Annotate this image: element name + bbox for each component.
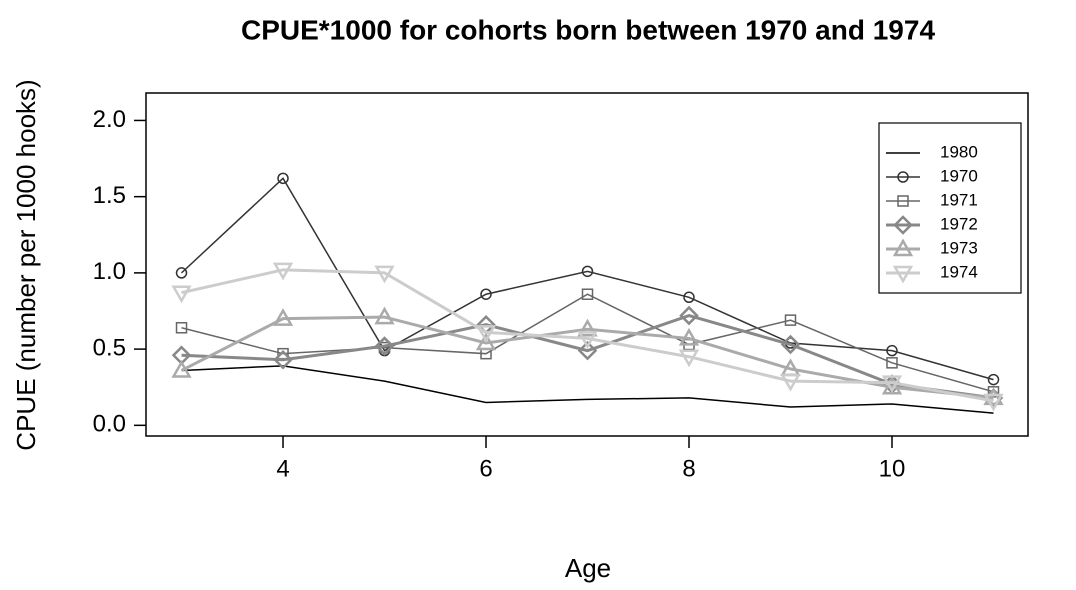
marker bbox=[272, 262, 294, 281]
marker bbox=[983, 387, 1004, 406]
y-tick-label: 1.5 bbox=[93, 182, 126, 209]
marker bbox=[983, 393, 1004, 412]
marker bbox=[780, 373, 801, 392]
plot-frame bbox=[145, 92, 1029, 437]
chart-title: CPUE*1000 for cohorts born between 1970 … bbox=[241, 14, 935, 45]
marker bbox=[175, 267, 188, 279]
legend-marker bbox=[897, 195, 909, 207]
marker bbox=[987, 373, 1000, 386]
legend-box bbox=[878, 122, 1022, 294]
legend-label: 1972 bbox=[940, 214, 978, 233]
marker bbox=[678, 349, 700, 368]
legend-label: 1973 bbox=[940, 238, 978, 257]
series-line bbox=[181, 313, 994, 400]
x-tick-label: 6 bbox=[479, 455, 492, 482]
marker bbox=[374, 265, 395, 284]
marker bbox=[683, 291, 695, 304]
y-tick-label: 1.0 bbox=[93, 258, 126, 285]
marker bbox=[475, 332, 497, 351]
marker bbox=[171, 359, 192, 378]
x-tick-label: 8 bbox=[682, 455, 695, 482]
marker bbox=[679, 305, 699, 326]
legend-marker bbox=[892, 238, 914, 257]
marker bbox=[784, 314, 797, 326]
x-tick-label: 4 bbox=[276, 455, 289, 482]
y-axis-label: CPUE (number per 1000 hooks) bbox=[11, 79, 41, 450]
x-axis-label: Age bbox=[565, 553, 611, 583]
marker bbox=[577, 331, 598, 349]
legend-label: 1980 bbox=[940, 142, 978, 161]
marker bbox=[581, 288, 594, 300]
legend-label: 1970 bbox=[940, 166, 978, 185]
series-line bbox=[181, 293, 994, 393]
legend-marker bbox=[892, 265, 914, 284]
marker bbox=[374, 306, 395, 325]
legend-marker bbox=[897, 171, 909, 183]
marker bbox=[886, 344, 898, 357]
marker bbox=[480, 288, 492, 300]
series-line bbox=[181, 268, 994, 403]
marker bbox=[577, 340, 598, 361]
y-tick-label: 0.5 bbox=[93, 334, 126, 361]
marker bbox=[272, 308, 294, 326]
marker bbox=[678, 327, 700, 346]
legend-marker bbox=[893, 215, 913, 235]
marker bbox=[475, 325, 497, 343]
marker bbox=[886, 357, 898, 369]
marker bbox=[374, 336, 395, 356]
marker bbox=[581, 265, 594, 278]
x-tick-label: 10 bbox=[879, 455, 906, 482]
marker bbox=[171, 285, 192, 304]
marker bbox=[780, 334, 801, 355]
y-tick-label: 0.0 bbox=[93, 411, 126, 438]
series-line bbox=[181, 365, 994, 414]
y-tick-label: 2.0 bbox=[93, 106, 126, 133]
marker bbox=[577, 318, 598, 337]
marker bbox=[277, 172, 289, 185]
marker bbox=[881, 376, 903, 395]
marker bbox=[273, 350, 293, 370]
legend-label: 1974 bbox=[940, 262, 978, 281]
legend-label: 1971 bbox=[940, 190, 978, 209]
marker bbox=[175, 322, 188, 334]
marker bbox=[881, 375, 903, 394]
